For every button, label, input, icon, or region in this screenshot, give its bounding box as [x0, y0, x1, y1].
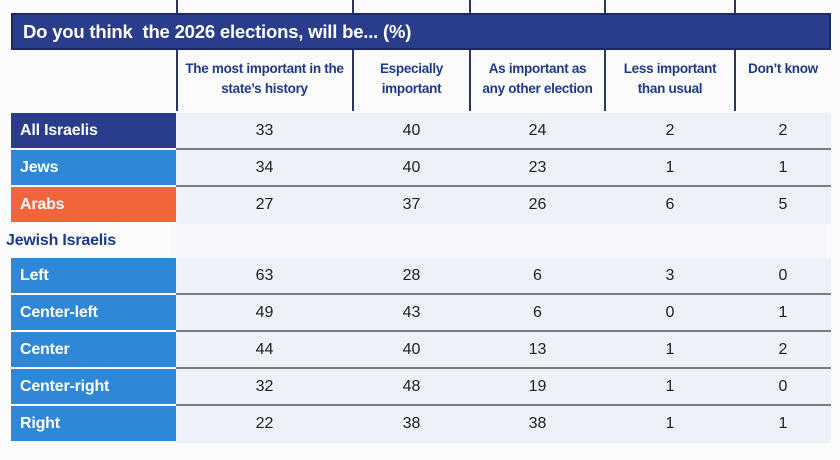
row-label: Jewish Israelis: [6, 232, 116, 249]
row-label: Right: [11, 406, 176, 441]
column-divider: [469, 0, 471, 111]
column-header: Don’t know: [748, 61, 818, 76]
table-row: Left 63 28 6 3 0: [11, 258, 831, 295]
row-data: 49 43 6 0 1: [176, 295, 831, 332]
table-row: Arabs 27 37 26 6 5: [11, 187, 831, 224]
value-cell: 0: [778, 377, 788, 395]
table-title: Do you think the 2026 elections, will be…: [11, 13, 831, 50]
value-cell: 0: [665, 303, 675, 321]
value-cell: 6: [533, 266, 542, 284]
value-cell: 1: [778, 303, 788, 321]
column-header: The most important in the state’s histor…: [185, 61, 344, 96]
row-data: 27 37 26 6 5: [176, 187, 831, 224]
column-header: As important as any other election: [482, 61, 593, 96]
value-cell: 1: [665, 340, 675, 358]
row-data: 63 28 6 3 0: [176, 258, 831, 295]
value-cell: 26: [528, 195, 547, 213]
row-label: Arabs: [11, 187, 176, 222]
row-label: Center: [11, 332, 176, 367]
value-cell: 40: [402, 121, 421, 139]
value-cell: 13: [528, 340, 547, 358]
value-cell: 3: [665, 266, 675, 284]
value-cell: 1: [665, 414, 675, 432]
value-cell: 24: [528, 121, 547, 139]
table-row: Center-right 32 48 19 1 0: [11, 369, 831, 406]
table-body: All Israelis 33 40 24 2 2 Jews 34 40 23 1 1 Arabs 27 3…: [6, 113, 831, 443]
value-cell: 63: [255, 266, 274, 284]
table-row: All Israelis 33 40 24 2 2: [11, 113, 831, 150]
value-cell: 32: [255, 377, 274, 395]
value-cell: 37: [402, 195, 421, 213]
value-cell: 38: [528, 414, 547, 432]
column-divider: [352, 0, 354, 111]
column-header: Especially important: [379, 61, 444, 96]
value-cell: 1: [778, 414, 788, 432]
column-divider: [176, 0, 178, 111]
row-label: Center-right: [11, 369, 176, 404]
value-cell: 40: [402, 340, 421, 358]
value-cell: 6: [533, 303, 542, 321]
value-cell: 2: [778, 340, 788, 358]
column-header: Less important than usual: [623, 61, 717, 96]
row-label: All Israelis: [11, 113, 176, 148]
value-cell: 49: [255, 303, 274, 321]
value-cell: 2: [665, 121, 675, 139]
value-cell: 44: [255, 340, 274, 358]
table-row: Center 44 40 13 1 2: [11, 332, 831, 369]
value-cell: 19: [528, 377, 547, 395]
value-cell: 33: [255, 121, 274, 139]
value-cell: 48: [402, 377, 421, 395]
row-label: Jews: [11, 150, 176, 185]
row-data: 34 40 23 1 1: [176, 150, 831, 187]
value-cell: 27: [255, 195, 274, 213]
value-cell: 34: [255, 158, 274, 176]
value-cell: 1: [665, 158, 675, 176]
table-row: Center-left 49 43 6 0 1: [11, 295, 831, 332]
row-label-column-spacer: [11, 50, 176, 113]
row-data: 22 38 38 1 1: [176, 406, 831, 443]
column-divider: [734, 0, 736, 111]
table-row: Right 22 38 38 1 1: [11, 406, 831, 443]
section-header-row: Jewish Israelis: [6, 224, 831, 258]
value-cell: 0: [778, 266, 788, 284]
row-data: 32 48 19 1 0: [176, 369, 831, 406]
row-data: 33 40 24 2 2: [176, 113, 831, 150]
value-cell: 6: [665, 195, 675, 213]
row-label: Left: [11, 258, 176, 293]
value-cell: 2: [778, 121, 788, 139]
value-cell: 5: [778, 195, 788, 213]
value-cell: 1: [665, 377, 675, 395]
column-divider: [604, 0, 606, 111]
value-cell: 38: [402, 414, 421, 432]
table-row: Jews 34 40 23 1 1: [11, 150, 831, 187]
value-cell: 28: [402, 266, 421, 284]
header-row: The most important in the state’s histor…: [11, 50, 831, 113]
row-data: [171, 224, 826, 258]
value-cell: 40: [402, 158, 421, 176]
value-cell: 1: [778, 158, 788, 176]
value-cell: 22: [255, 414, 274, 432]
value-cell: 43: [402, 303, 421, 321]
row-label: Center-left: [11, 295, 176, 330]
row-data: 44 40 13 1 2: [176, 332, 831, 369]
value-cell: 23: [528, 158, 547, 176]
